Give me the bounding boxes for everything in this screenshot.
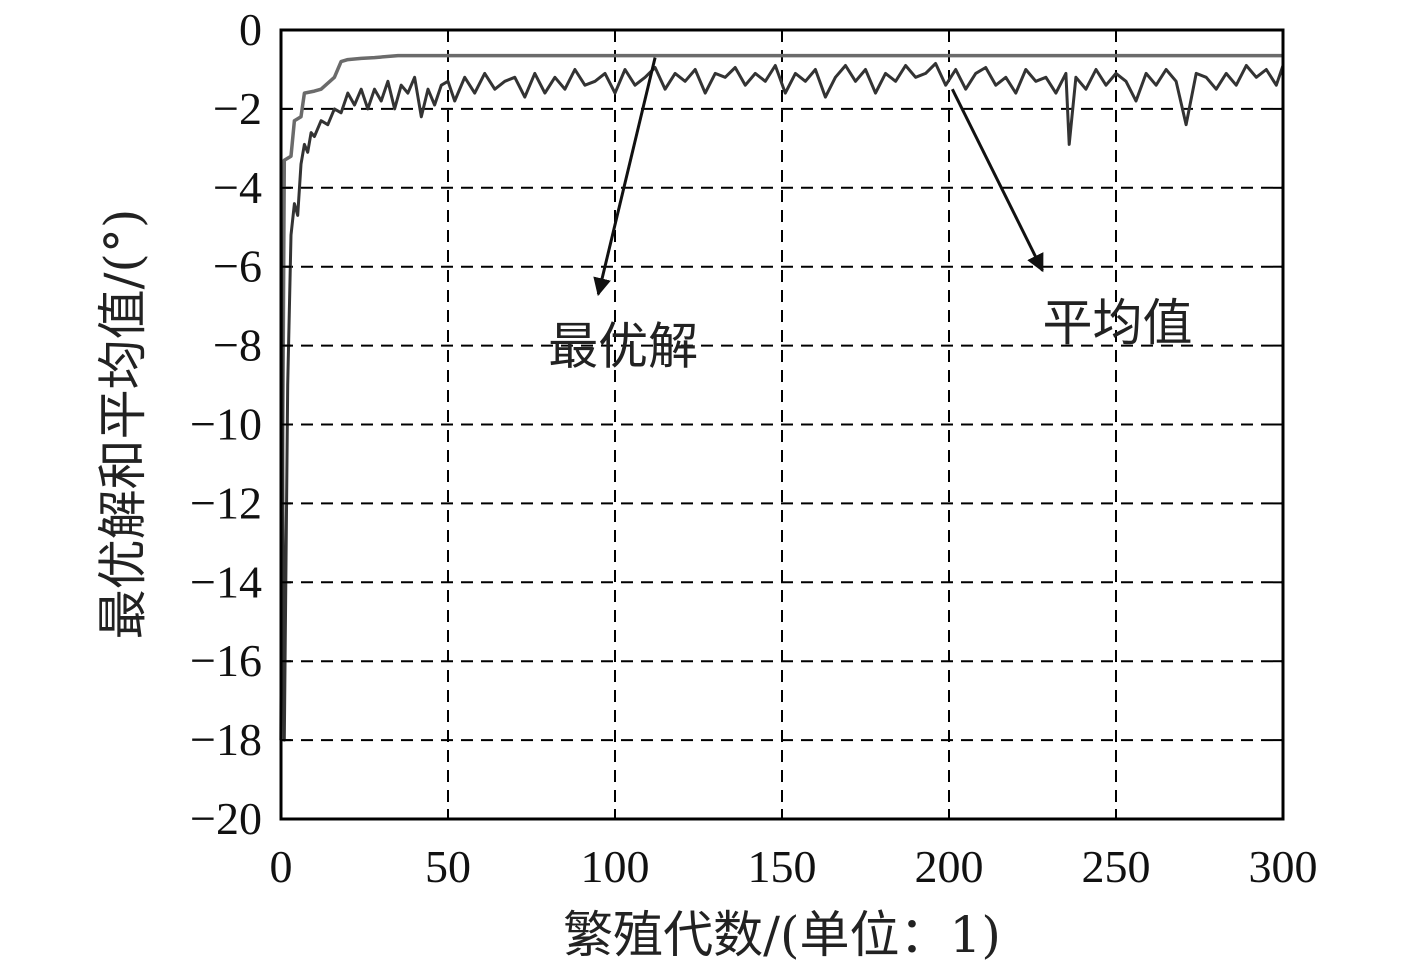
annotation-arrow-best_label bbox=[593, 57, 657, 297]
y-tick-label: −14 bbox=[190, 556, 262, 607]
y-tick-label: −18 bbox=[190, 714, 262, 765]
y-axis-title: 最优解和平均值/(°) bbox=[94, 209, 152, 640]
series-line-best bbox=[279, 53, 1283, 741]
y-tick-label: −20 bbox=[190, 793, 262, 844]
annotation-layer: 最优解 平均值 bbox=[548, 57, 1193, 376]
x-tick-label: 50 bbox=[425, 841, 471, 892]
x-tick-label: 200 bbox=[915, 841, 984, 892]
series-line-mean bbox=[279, 62, 1285, 742]
x-axis-title: 繁殖代数/(单位：1) bbox=[563, 906, 1001, 964]
annotation-label-best_label: 最优解 bbox=[548, 318, 698, 376]
y-tick-label: −6 bbox=[213, 241, 262, 292]
series-layer bbox=[279, 53, 1285, 742]
y-tick-label: −4 bbox=[213, 162, 262, 213]
x-tick-label: 300 bbox=[1249, 841, 1318, 892]
y-tick-label: 0 bbox=[239, 4, 262, 55]
grid-layer bbox=[281, 30, 1283, 819]
annotation-label-mean_label: 平均值 bbox=[1043, 294, 1193, 352]
y-tick-label: −10 bbox=[190, 399, 262, 450]
y-tick-label: −16 bbox=[190, 635, 262, 686]
y-tick-label: −12 bbox=[190, 477, 262, 528]
y-tick-label: −2 bbox=[213, 83, 262, 134]
annotation-arrow-mean_label bbox=[950, 88, 1044, 273]
y-tick-label: −8 bbox=[213, 320, 262, 371]
x-tick-label: 100 bbox=[581, 841, 650, 892]
x-tick-label: 250 bbox=[1082, 841, 1151, 892]
x-tick-label: 0 bbox=[270, 841, 293, 892]
x-tick-label: 150 bbox=[748, 841, 817, 892]
tick-layer: 0 50 100 150 200 250 300−20−18−16−14−12−10−8−6… bbox=[190, 4, 1317, 892]
